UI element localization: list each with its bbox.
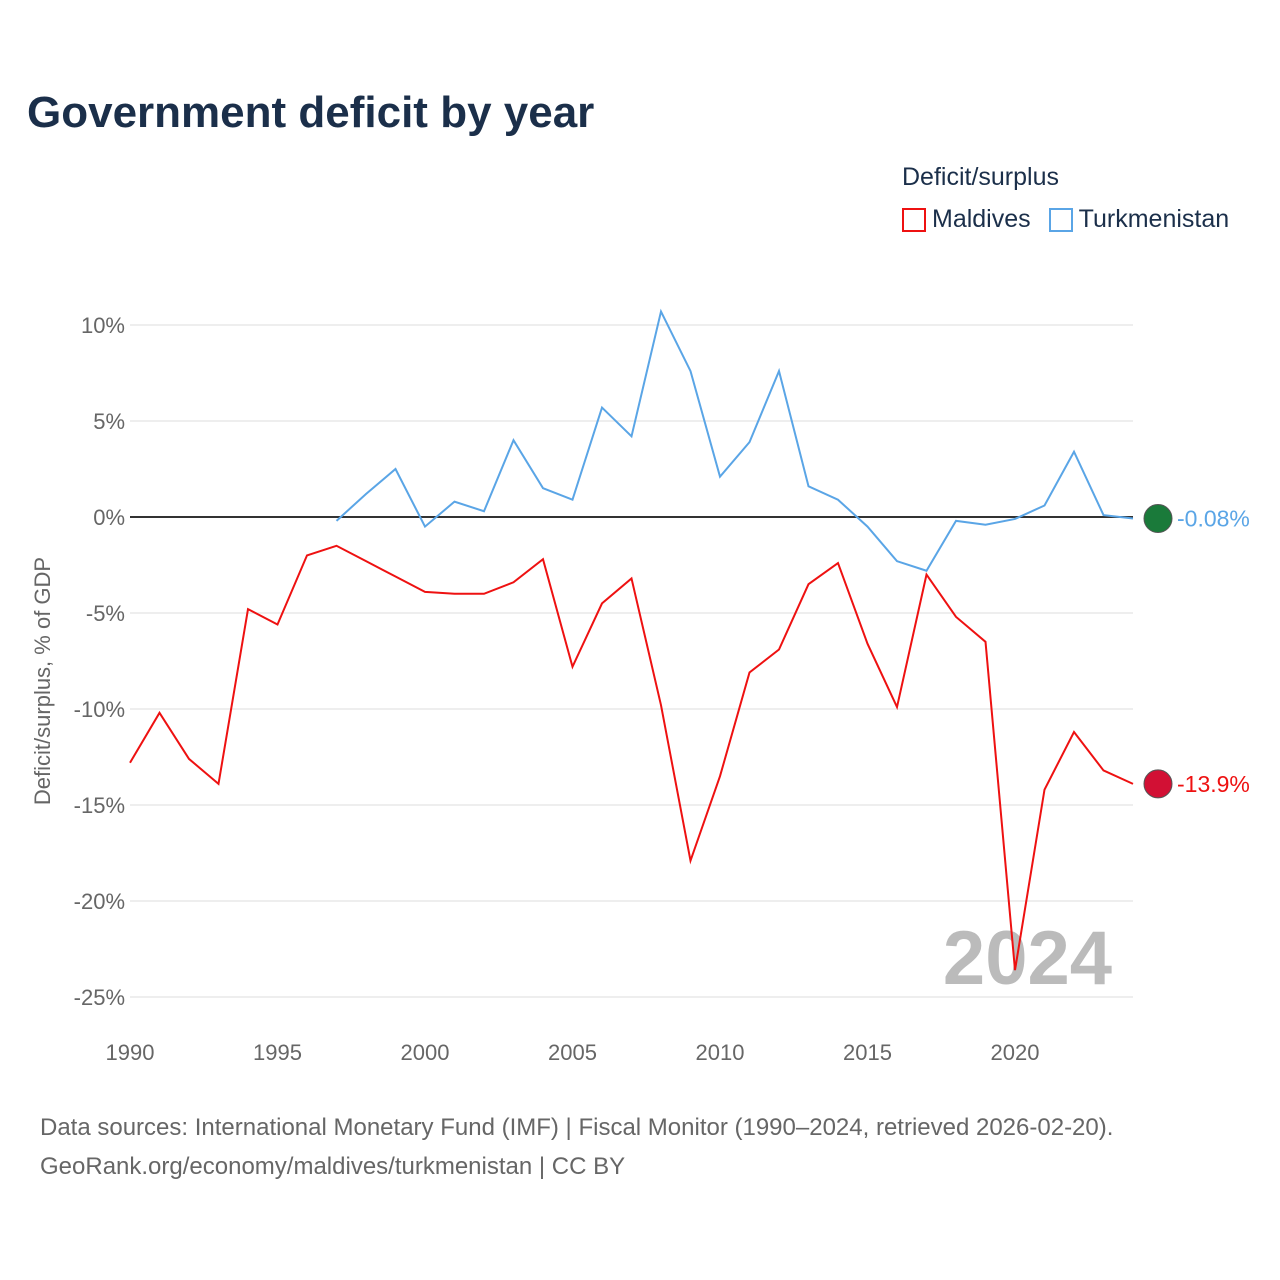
legend-label: Maldives (932, 205, 1031, 233)
series-line-turkmenistan (335, 308, 1134, 572)
x-tick-label: 2005 (548, 1040, 597, 1065)
y-tick-label: -20% (74, 889, 125, 914)
x-tick-label: 2010 (696, 1040, 745, 1065)
source-line-1: Data sources: International Monetary Fun… (40, 1114, 1114, 1141)
chart-title: Government deficit by year (27, 88, 595, 137)
legend-swatch-maldives (902, 207, 926, 232)
y-tick-label: -5% (86, 601, 125, 626)
y-tick-label: -15% (74, 793, 125, 818)
legend-title: Deficit/surplus (902, 163, 1059, 191)
source-line-2[interactable]: GeoRank.org/economy/maldives/turkmenista… (40, 1153, 626, 1180)
end-label-turkmenistan: -0.08% (1177, 506, 1250, 532)
x-tick-label: 2000 (401, 1040, 450, 1065)
x-tick-label: 1995 (253, 1040, 302, 1065)
source-note: Data sources: International Monetary Fun… (40, 1108, 1113, 1186)
y-tick-label: -25% (74, 985, 125, 1010)
end-label-maldives: -13.9% (1177, 771, 1250, 797)
x-tick-label: 1990 (106, 1040, 155, 1065)
legend: Maldives Turkmenistan (902, 205, 1229, 234)
y-axis-label: Deficit/surplus, % of GDP (30, 557, 55, 805)
year-watermark: 2024 (943, 916, 1112, 1001)
x-tick-label: 2015 (843, 1040, 892, 1065)
y-tick-label: -10% (74, 697, 125, 722)
flag-marker-maldives (1143, 769, 1173, 799)
flag-marker-turkmenistan (1143, 504, 1173, 534)
legend-label: Turkmenistan (1078, 205, 1230, 233)
x-tick-label: 2020 (991, 1040, 1040, 1065)
y-tick-label: 5% (93, 409, 125, 434)
legend-swatch-turkmenistan (1048, 207, 1073, 232)
legend-item-maldives[interactable]: Maldives (902, 205, 1031, 234)
y-tick-label: 0% (93, 505, 125, 530)
series-line-maldives (129, 544, 1134, 971)
legend-item-turkmenistan[interactable]: Turkmenistan (1048, 205, 1230, 234)
y-tick-label: 10% (81, 313, 125, 338)
